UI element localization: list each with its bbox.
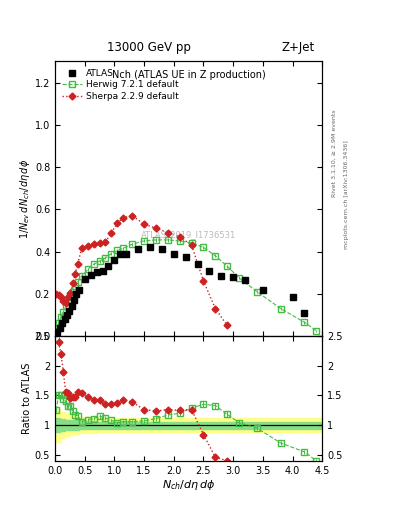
Text: Z+Jet: Z+Jet bbox=[281, 41, 314, 54]
X-axis label: $N_{ch}/d\eta\,d\phi$: $N_{ch}/d\eta\,d\phi$ bbox=[162, 478, 215, 493]
Legend: ATLAS, Herwig 7.2.1 default, Sherpa 2.2.9 default: ATLAS, Herwig 7.2.1 default, Sherpa 2.2.… bbox=[59, 66, 181, 104]
Text: Rivet 3.1.10, ≥ 2.9M events: Rivet 3.1.10, ≥ 2.9M events bbox=[332, 110, 337, 198]
Y-axis label: $1/N_{ev}\,dN_{ch}/d\eta\,d\phi$: $1/N_{ev}\,dN_{ch}/d\eta\,d\phi$ bbox=[18, 159, 32, 239]
Text: mcplots.cern.ch [arXiv:1306.3436]: mcplots.cern.ch [arXiv:1306.3436] bbox=[344, 140, 349, 249]
Y-axis label: Ratio to ATLAS: Ratio to ATLAS bbox=[22, 362, 32, 434]
Text: 13000 GeV pp: 13000 GeV pp bbox=[107, 41, 191, 54]
Text: ATLAS_2019_I1736531: ATLAS_2019_I1736531 bbox=[141, 230, 236, 239]
Text: Nch (ATLAS UE in Z production): Nch (ATLAS UE in Z production) bbox=[112, 70, 266, 80]
